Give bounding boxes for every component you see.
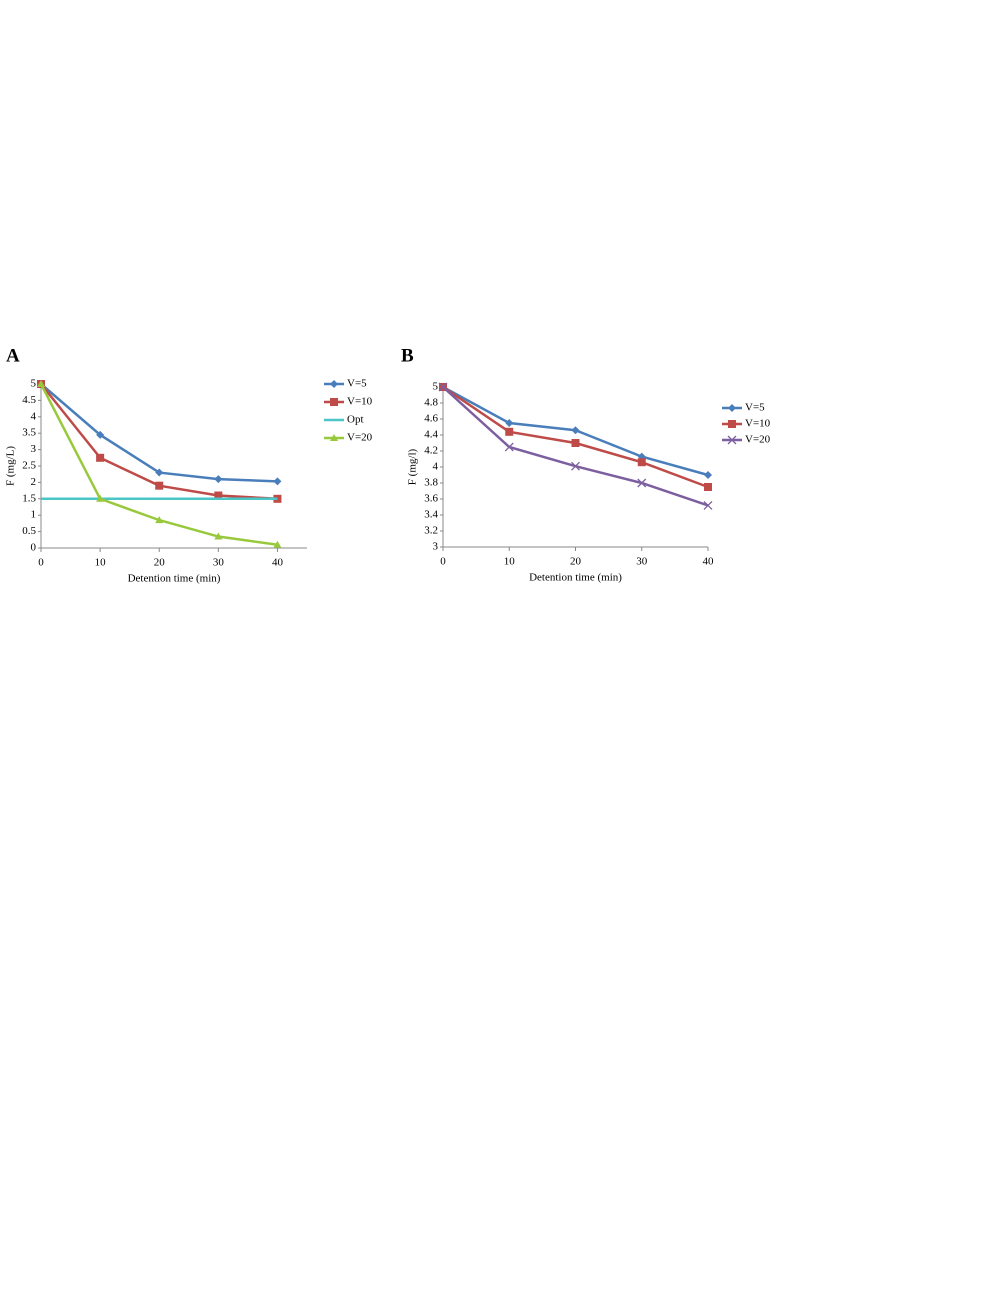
legend-marker	[330, 434, 338, 441]
legend-label: V=5	[745, 402, 765, 414]
x-tick-label: 20	[570, 556, 582, 568]
y-tick-label: 4	[31, 410, 37, 422]
data-point	[96, 430, 105, 439]
y-axis-label: F (mg/L)	[5, 446, 17, 486]
y-tick-label: 2	[31, 476, 37, 488]
data-point	[504, 442, 514, 452]
legend-label: V=10	[745, 418, 771, 430]
y-tick-label: 0	[31, 542, 37, 554]
x-tick-label: 10	[95, 557, 107, 569]
data-point	[637, 458, 646, 467]
x-tick-label: 30	[636, 556, 648, 568]
y-tick-label: 0.5	[22, 525, 36, 537]
legend-marker	[330, 380, 338, 388]
y-tick-label: 3	[31, 443, 37, 455]
data-point	[703, 500, 713, 510]
y-tick-label: 4.8	[424, 397, 438, 409]
panel-label: A	[6, 345, 20, 366]
legend-label: V=5	[347, 378, 367, 390]
x-tick-label: 10	[504, 556, 516, 568]
data-point	[96, 494, 105, 502]
data-point	[96, 453, 105, 462]
x-tick-label: 40	[272, 557, 284, 569]
x-tick-label: 30	[213, 557, 225, 569]
data-point	[273, 477, 282, 486]
data-point	[155, 481, 164, 490]
data-point	[155, 516, 164, 524]
y-tick-label: 5	[31, 378, 37, 390]
y-tick-label: 3.5	[22, 427, 36, 439]
y-tick-label: 3.6	[424, 493, 438, 505]
y-tick-label: 4.5	[22, 394, 36, 406]
data-point	[438, 382, 448, 392]
legend-marker	[727, 435, 737, 445]
legend-label: V=20	[745, 434, 771, 446]
legend-marker	[728, 420, 736, 428]
legend-marker	[330, 398, 338, 406]
y-tick-label: 4	[433, 461, 439, 473]
legend-label: V=20	[347, 432, 373, 444]
y-tick-label: 3.8	[424, 477, 438, 489]
x-axis-label: Detention time (min)	[529, 572, 622, 584]
data-point	[505, 427, 514, 436]
y-tick-label: 3.2	[424, 525, 438, 537]
data-point	[571, 439, 580, 447]
y-tick-label: 3.4	[424, 509, 438, 521]
data-point	[505, 419, 514, 427]
legend-marker	[728, 404, 736, 412]
x-tick-label: 40	[703, 556, 715, 568]
x-tick-label: 0	[38, 557, 44, 569]
x-tick-label: 0	[440, 556, 446, 568]
data-point	[704, 471, 712, 479]
data-point	[571, 461, 580, 471]
data-point	[155, 468, 164, 477]
data-point	[704, 483, 712, 491]
y-tick-label: 4.4	[424, 429, 438, 441]
data-point	[571, 426, 580, 435]
y-tick-label: 1.5	[22, 492, 36, 504]
y-tick-label: 4.2	[424, 445, 438, 457]
data-point	[637, 478, 647, 488]
panel-label: B	[401, 345, 414, 366]
data-point	[214, 491, 223, 500]
data-point	[273, 540, 282, 548]
data-point	[37, 380, 45, 387]
y-tick-label: 3	[433, 541, 439, 553]
y-axis-label: F (mg/l)	[407, 448, 419, 485]
data-point	[214, 475, 223, 484]
y-tick-label: 2.5	[22, 460, 36, 472]
y-tick-label: 1	[31, 509, 37, 521]
legend-label: V=10	[347, 396, 373, 408]
x-axis-label: Detention time (min)	[128, 573, 221, 585]
data-point	[214, 532, 223, 540]
legend-label: Opt	[347, 414, 364, 426]
x-tick-label: 20	[154, 557, 166, 569]
y-tick-label: 5	[433, 381, 439, 393]
y-tick-label: 4.6	[424, 413, 438, 425]
